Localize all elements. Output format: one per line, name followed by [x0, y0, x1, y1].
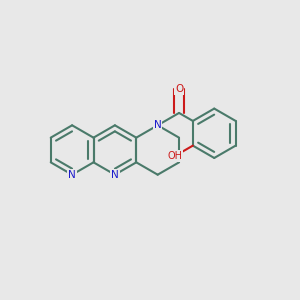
Text: O: O [175, 85, 183, 94]
Text: N: N [154, 120, 161, 130]
Text: N: N [68, 170, 76, 180]
Text: N: N [111, 170, 119, 180]
Text: OH: OH [167, 151, 182, 161]
